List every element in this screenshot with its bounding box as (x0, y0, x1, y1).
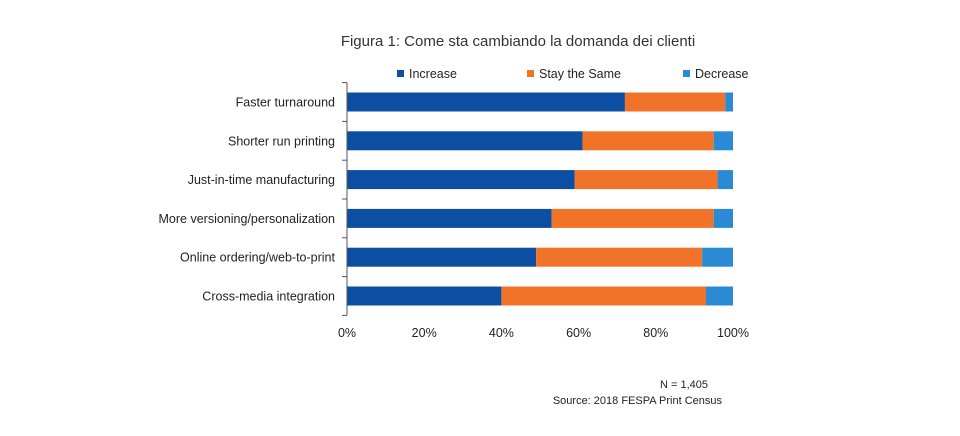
x-tick-label: 0% (338, 326, 356, 340)
bar-segment-decrease (702, 247, 733, 267)
bar-segment-stay-the-same (551, 208, 714, 228)
bar-segment-increase (347, 286, 502, 306)
x-tick-label: 40% (489, 326, 514, 340)
bar-segment-increase (347, 170, 575, 190)
sample-size-note: N = 1,405 (660, 379, 708, 391)
legend: Increase Stay the Same Decrease (397, 67, 749, 81)
x-tick-label: 20% (412, 326, 437, 340)
legend-swatch (683, 70, 690, 77)
bar-segment-increase (347, 208, 552, 228)
source-note: Source: 2018 FESPA Print Census (553, 395, 723, 407)
bar-segment-decrease (713, 131, 733, 151)
category-label: Cross-media integration (202, 290, 335, 304)
category-label: More versioning/personalization (159, 212, 336, 226)
x-tick-label: 80% (643, 326, 668, 340)
chart-title: Figura 1: Come sta cambiando la domanda … (341, 33, 695, 50)
bar-segment-stay-the-same (624, 92, 726, 112)
bar-segment-stay-the-same (582, 131, 714, 151)
bar-segment-decrease (705, 286, 733, 306)
legend-label: Decrease (695, 67, 749, 81)
bars (347, 92, 733, 306)
legend-swatch (527, 70, 534, 77)
x-tick-label: 60% (566, 326, 591, 340)
category-label: Online ordering/web-to-print (180, 251, 335, 265)
bar-segment-increase (347, 247, 537, 267)
bar-segment-increase (347, 131, 583, 151)
category-label: Just-in-time manufacturing (188, 173, 335, 187)
bar-segment-decrease (717, 170, 733, 190)
category-label: Faster turnaround (236, 96, 335, 110)
bar-segment-stay-the-same (574, 170, 718, 190)
bar-segment-stay-the-same (501, 286, 706, 306)
bar-segment-stay-the-same (536, 247, 703, 267)
legend-label: Stay the Same (539, 67, 621, 81)
bar-segment-decrease (725, 92, 733, 112)
x-tick-label: 100% (717, 326, 749, 340)
category-label: Shorter run printing (228, 134, 335, 148)
bar-segment-increase (347, 92, 625, 112)
bar-segment-decrease (713, 208, 733, 228)
legend-swatch (397, 70, 404, 77)
axes: Faster turnaround Shorter run printing Jus… (159, 82, 749, 340)
legend-label: Increase (409, 67, 457, 81)
